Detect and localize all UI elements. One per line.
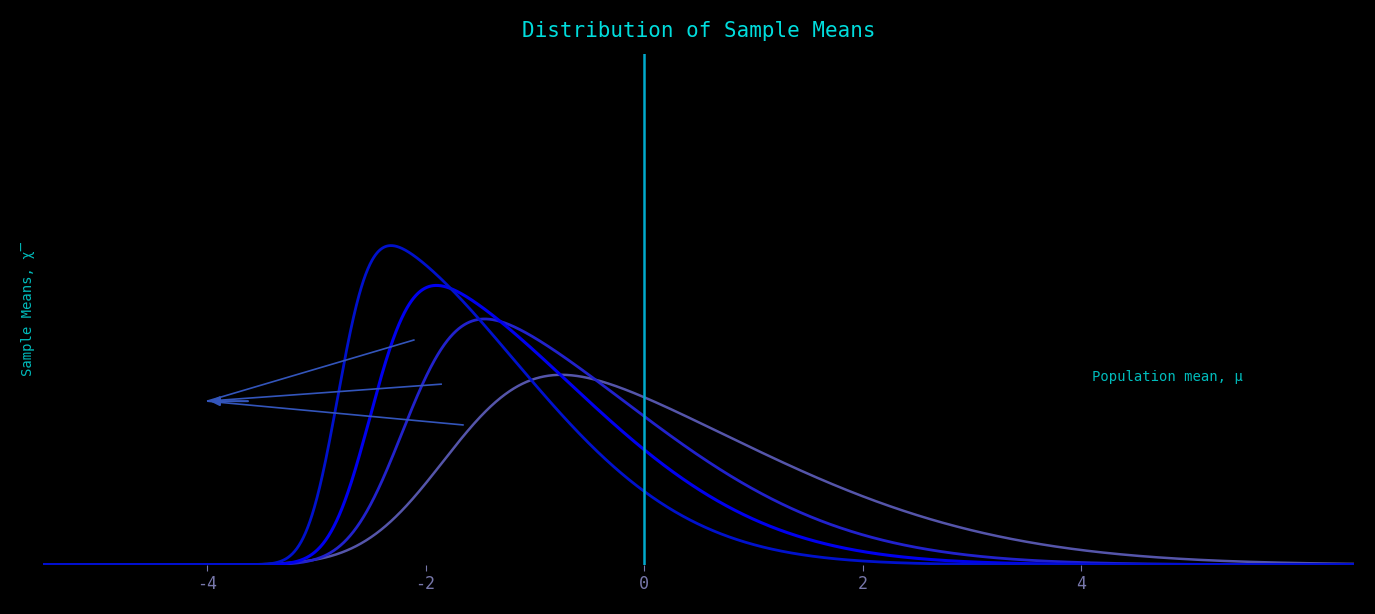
- Title: Distribution of Sample Means: Distribution of Sample Means: [522, 21, 876, 41]
- Y-axis label: Sample Means, χ̅: Sample Means, χ̅: [21, 242, 34, 376]
- Text: Population mean, μ: Population mean, μ: [1092, 370, 1243, 384]
